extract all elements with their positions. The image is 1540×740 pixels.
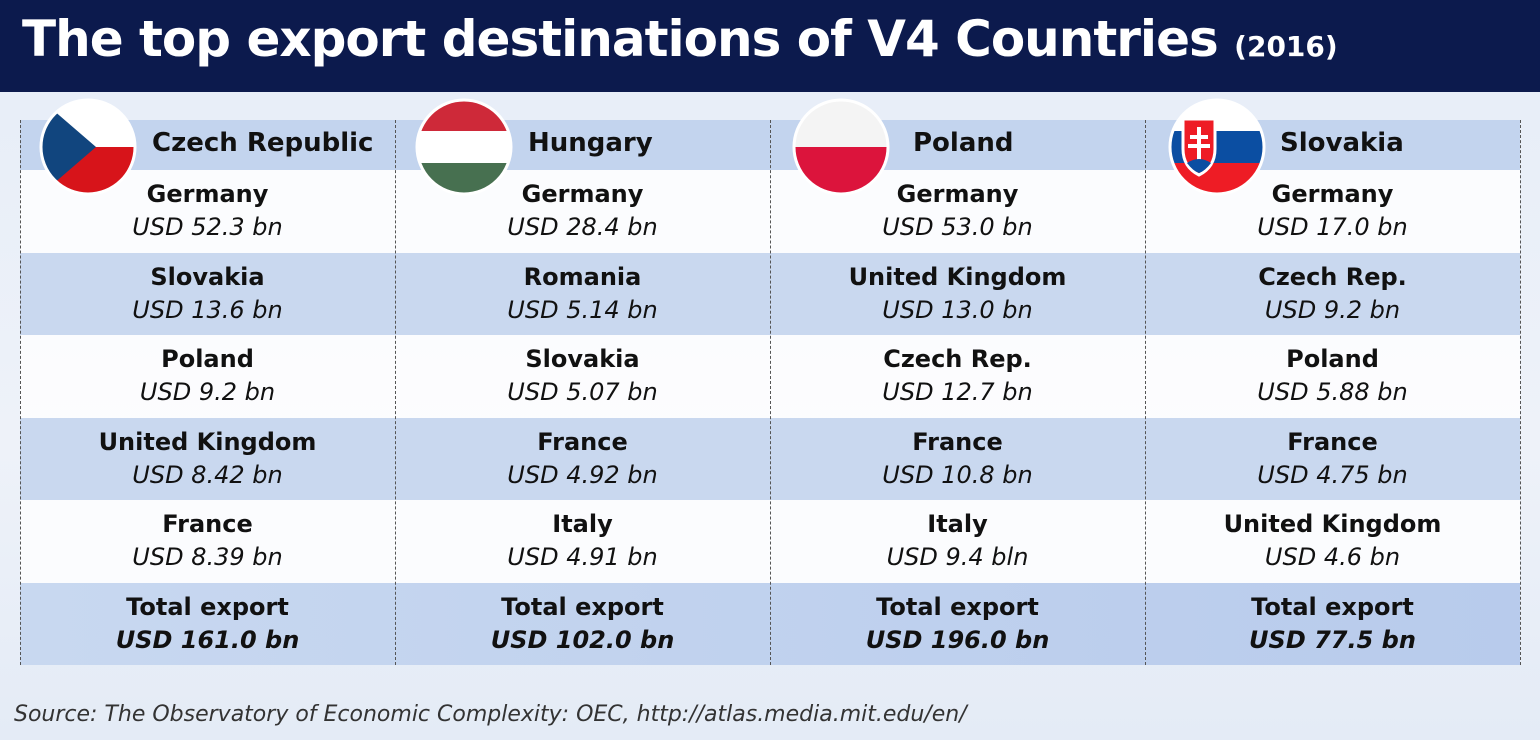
cell: France USD 8.39 bn <box>20 508 395 574</box>
cell: France USD 10.8 bn <box>770 426 1145 492</box>
export-value: USD 4.92 bn <box>507 460 658 489</box>
export-value: USD 13.6 bn <box>132 295 283 324</box>
export-value: USD 28.4 bn <box>507 213 658 241</box>
destination: Slovakia <box>525 345 640 373</box>
export-value: USD 13.0 bn <box>882 295 1033 324</box>
cell: Germany USD 17.0 bn <box>1145 178 1520 244</box>
cell: France USD 4.75 bn <box>1145 426 1520 492</box>
cell: Czech Rep. USD 9.2 bn <box>1145 261 1520 327</box>
export-value: USD 17.0 bn <box>1257 213 1408 241</box>
destination: Germany <box>1271 180 1394 208</box>
cell: Poland USD 9.2 bn <box>20 343 395 409</box>
cell: Germany USD 28.4 bn <box>395 178 770 244</box>
destination: Romania <box>523 262 642 291</box>
destination: Germany <box>896 180 1019 208</box>
destination: France <box>912 427 1003 456</box>
subtitle: (2016) <box>1234 30 1338 63</box>
export-value: USD 8.39 bn <box>132 543 283 571</box>
total-value: USD 102.0 bn <box>490 625 675 654</box>
export-value: USD 12.7 bn <box>882 378 1033 406</box>
cell: Germany USD 52.3 bn <box>20 178 395 244</box>
destination: Germany <box>146 180 269 208</box>
title-bar: The top export destinations of V4 Countr… <box>0 0 1540 92</box>
cell: United Kingdom USD 13.0 bn <box>770 261 1145 327</box>
cell: Germany USD 53.0 bn <box>770 178 1145 244</box>
cell: Italy USD 9.4 bln <box>770 508 1145 574</box>
country-name: Poland <box>913 128 1014 158</box>
country-name: Czech Republic <box>152 128 374 158</box>
export-value: USD 5.07 bn <box>507 378 658 406</box>
total-label: Total export <box>501 592 664 621</box>
cell: Italy USD 4.91 bn <box>395 508 770 574</box>
cell: France USD 4.92 bn <box>395 426 770 492</box>
total-label: Total export <box>876 592 1039 621</box>
export-value: USD 9.4 bln <box>886 543 1029 571</box>
export-value: USD 8.42 bn <box>132 460 283 489</box>
export-value: USD 5.88 bn <box>1257 378 1408 406</box>
cell: Romania USD 5.14 bn <box>395 261 770 327</box>
column-separator <box>770 120 771 665</box>
cell: Czech Rep. USD 12.7 bn <box>770 343 1145 409</box>
destination: United Kingdom <box>848 262 1067 291</box>
destination: Italy <box>552 510 613 538</box>
total-value: USD 161.0 bn <box>115 625 300 654</box>
destination: Poland <box>1286 345 1379 373</box>
cell: Slovakia USD 5.07 bn <box>395 343 770 409</box>
source: Source: The Observatory of Economic Comp… <box>14 702 967 727</box>
total-value: USD 77.5 bn <box>1249 625 1416 654</box>
destination: Italy <box>927 510 988 538</box>
column-separator <box>20 120 21 665</box>
flag-slovakia <box>1168 98 1266 196</box>
column-separator <box>1145 120 1146 665</box>
export-value: USD 4.75 bn <box>1257 460 1408 489</box>
export-value: USD 9.2 bn <box>139 378 276 406</box>
country-name: Slovakia <box>1280 128 1404 158</box>
destination: Slovakia <box>150 262 265 291</box>
destination: United Kingdom <box>98 427 317 456</box>
destination: France <box>1287 427 1378 456</box>
column-separator <box>1520 120 1521 665</box>
total-cell: Total export USD 161.0 bn <box>20 591 395 657</box>
title-text: The top export destinations of V4 Countr… <box>22 10 1219 68</box>
destination: Czech Rep. <box>883 345 1032 373</box>
destination: Poland <box>161 345 254 373</box>
destination: United Kingdom <box>1223 510 1442 538</box>
export-value: USD 10.8 bn <box>882 460 1033 489</box>
column-separator <box>395 120 396 665</box>
destination: France <box>537 427 628 456</box>
export-value: USD 52.3 bn <box>132 213 283 241</box>
flag-poland <box>792 98 890 196</box>
destination: Czech Rep. <box>1258 262 1407 291</box>
country-name: Hungary <box>528 128 653 158</box>
export-value: USD 5.14 bn <box>507 295 658 324</box>
total-cell: Total export USD 77.5 bn <box>1145 591 1520 657</box>
table: Czech Republic Germany USD 52.3 bn Slovakia… <box>20 120 1521 665</box>
total-label: Total export <box>126 592 289 621</box>
export-value: USD 53.0 bn <box>882 213 1033 241</box>
cell: United Kingdom USD 4.6 bn <box>1145 508 1520 574</box>
total-cell: Total export USD 196.0 bn <box>770 591 1145 657</box>
export-value: USD 4.91 bn <box>507 543 658 571</box>
cell: United Kingdom USD 8.42 bn <box>20 426 395 492</box>
total-cell: Total export USD 102.0 bn <box>395 591 770 657</box>
flag-czech <box>39 98 137 196</box>
destination: Germany <box>521 180 644 208</box>
title: The top export destinations of V4 Countr… <box>22 10 1338 68</box>
cell: Slovakia USD 13.6 bn <box>20 261 395 327</box>
destination: France <box>162 510 253 538</box>
export-value: USD 9.2 bn <box>1264 295 1401 324</box>
flag-hungary <box>415 98 513 196</box>
total-value: USD 196.0 bn <box>865 625 1050 654</box>
total-label: Total export <box>1251 592 1414 621</box>
cell: Poland USD 5.88 bn <box>1145 343 1520 409</box>
export-value: USD 4.6 bn <box>1264 543 1401 571</box>
